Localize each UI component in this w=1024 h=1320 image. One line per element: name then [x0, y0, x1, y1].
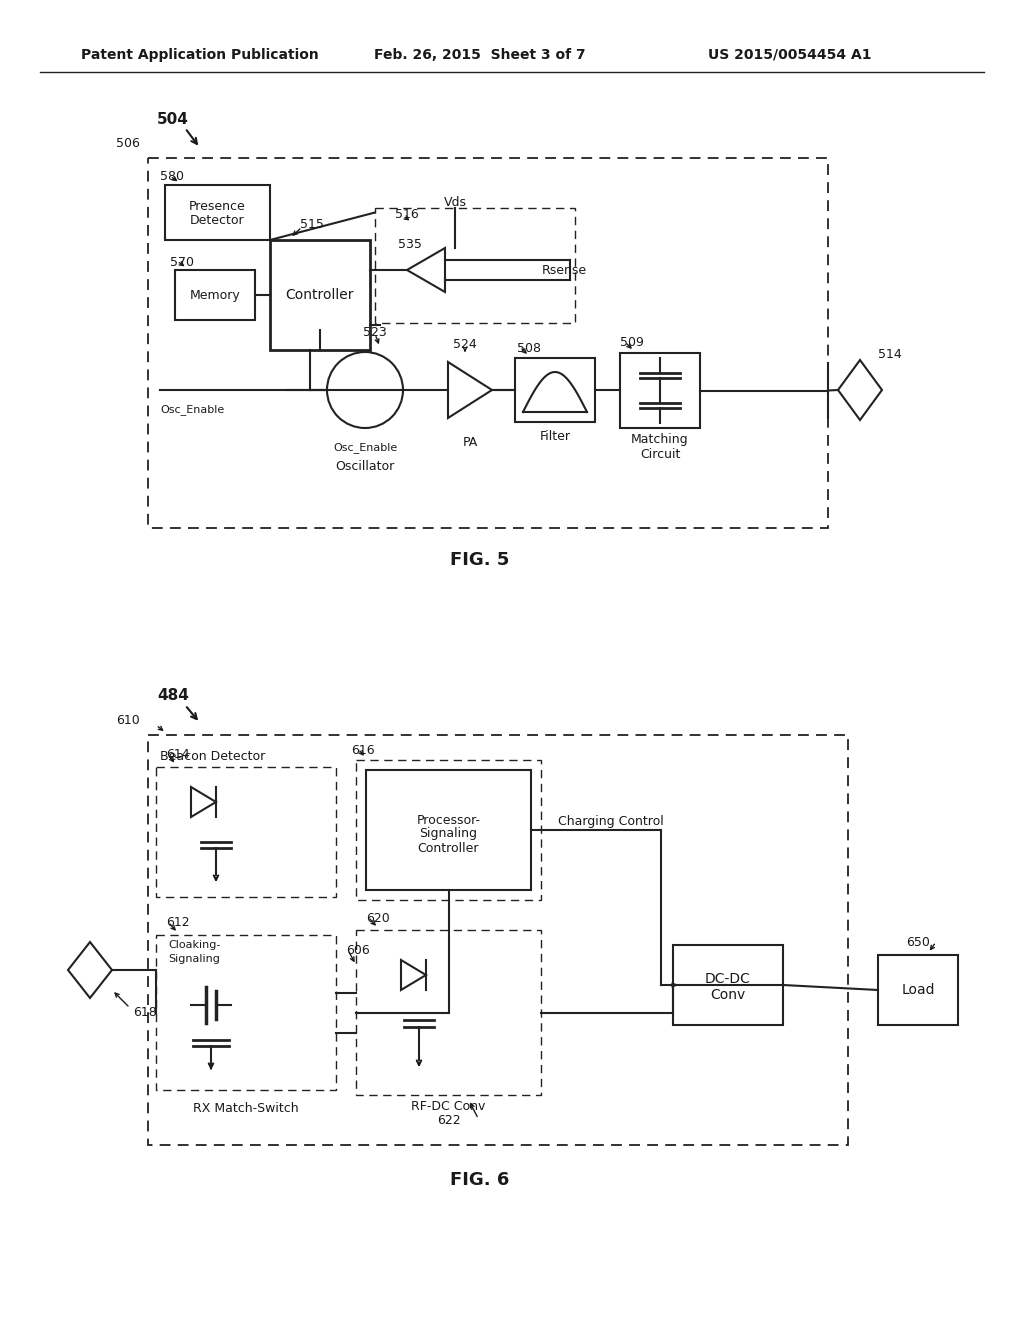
- Bar: [175, 271, 255, 319]
- Text: Osc_Enable: Osc_Enable: [333, 442, 397, 454]
- Text: DC-DC: DC-DC: [706, 972, 751, 986]
- Circle shape: [327, 352, 403, 428]
- Text: 616: 616: [351, 743, 375, 756]
- Text: Circuit: Circuit: [640, 447, 680, 461]
- Text: Controller: Controller: [418, 842, 479, 854]
- Text: Oscillator: Oscillator: [336, 459, 394, 473]
- Text: Feb. 26, 2015  Sheet 3 of 7: Feb. 26, 2015 Sheet 3 of 7: [374, 48, 586, 62]
- Text: 516: 516: [395, 209, 419, 222]
- Polygon shape: [401, 960, 426, 990]
- Bar: [165, 185, 270, 240]
- Text: 514: 514: [879, 348, 902, 362]
- Text: Patent Application Publication: Patent Application Publication: [81, 48, 318, 62]
- Text: 618: 618: [133, 1006, 157, 1019]
- Polygon shape: [407, 248, 445, 292]
- Text: 506: 506: [116, 137, 140, 150]
- Text: Matching: Matching: [631, 433, 689, 446]
- Bar: [673, 945, 783, 1026]
- Text: 508: 508: [517, 342, 541, 355]
- Text: 504: 504: [157, 112, 188, 128]
- Text: FIG. 5: FIG. 5: [451, 550, 510, 569]
- Text: 515: 515: [300, 219, 324, 231]
- Text: Filter: Filter: [540, 430, 570, 444]
- Text: 620: 620: [366, 912, 390, 924]
- Text: 570: 570: [170, 256, 194, 268]
- Text: 535: 535: [398, 239, 422, 252]
- Text: Charging Control: Charging Control: [558, 816, 664, 829]
- Text: Controller: Controller: [286, 288, 354, 302]
- Text: RX Match-Switch: RX Match-Switch: [194, 1101, 299, 1114]
- Text: 612: 612: [166, 916, 189, 929]
- Text: 524: 524: [454, 338, 477, 351]
- Text: 509: 509: [620, 337, 644, 350]
- Text: Rsense: Rsense: [542, 264, 587, 276]
- Polygon shape: [449, 362, 492, 418]
- Text: US 2015/0054454 A1: US 2015/0054454 A1: [709, 48, 871, 62]
- Text: RF-DC Conv: RF-DC Conv: [412, 1101, 485, 1114]
- Text: 614: 614: [166, 748, 189, 762]
- Text: Load: Load: [901, 983, 935, 997]
- Bar: [878, 954, 958, 1026]
- Text: 606: 606: [346, 944, 370, 957]
- Text: PA: PA: [463, 436, 477, 449]
- Text: Osc_Enable: Osc_Enable: [160, 404, 224, 416]
- Text: Conv: Conv: [711, 987, 745, 1002]
- Text: Detector: Detector: [190, 214, 245, 227]
- Text: Presence: Presence: [189, 201, 246, 213]
- Text: 650: 650: [906, 936, 930, 949]
- Text: 523: 523: [364, 326, 387, 338]
- Text: Beacon Detector: Beacon Detector: [160, 751, 265, 763]
- Text: 484: 484: [157, 688, 188, 702]
- Text: Signaling: Signaling: [168, 954, 220, 964]
- Polygon shape: [191, 787, 216, 817]
- Text: Cloaking-: Cloaking-: [168, 940, 220, 950]
- Bar: [270, 240, 370, 350]
- Text: 622: 622: [436, 1114, 461, 1127]
- Text: 610: 610: [117, 714, 140, 727]
- Text: FIG. 6: FIG. 6: [451, 1171, 510, 1189]
- Bar: [515, 358, 595, 422]
- Text: 580: 580: [160, 170, 184, 183]
- Text: Vds: Vds: [443, 195, 467, 209]
- Bar: [620, 352, 700, 428]
- Text: Signaling: Signaling: [420, 828, 477, 841]
- Text: Memory: Memory: [189, 289, 241, 301]
- Bar: [366, 770, 531, 890]
- Text: Processor-: Processor-: [417, 813, 480, 826]
